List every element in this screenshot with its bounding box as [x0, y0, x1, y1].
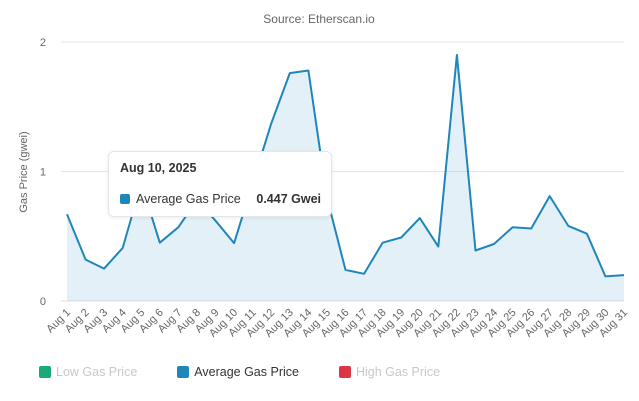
- tooltip-date: Aug 10, 2025: [120, 161, 197, 175]
- chart-subtitle: Source: Etherscan.io: [263, 12, 375, 26]
- series-area: [67, 55, 624, 301]
- tooltip-value: 0.447 Gwei: [256, 192, 321, 206]
- y-tick-label: 0: [40, 296, 46, 308]
- tooltip-row: Average Gas Price 0.447 Gwei: [120, 192, 321, 206]
- legend-swatch-low: [39, 366, 51, 378]
- legend-item-high-gas-price[interactable]: High Gas Price: [338, 365, 441, 379]
- tooltip-series-name: Average Gas Price: [136, 192, 241, 206]
- chart-tooltip: Aug 10, 2025 Average Gas Price 0.447 Gwe…: [108, 151, 332, 217]
- y-tick-labels: 0 1 2: [40, 37, 46, 308]
- legend-item-average-gas-price[interactable]: Average Gas Price: [177, 365, 299, 379]
- y-tick-label: 1: [40, 167, 46, 179]
- legend-label-low: Low Gas Price: [56, 365, 138, 379]
- y-tick-label: 2: [40, 37, 46, 49]
- legend-label-average: Average Gas Price: [194, 365, 299, 379]
- legend-swatch-high: [338, 366, 351, 378]
- series-line-average-gas-price[interactable]: [66, 54, 625, 278]
- legend-swatch-average: [177, 366, 190, 378]
- legend-label-high: High Gas Price: [355, 365, 441, 379]
- chart-legend: Low Gas Price Average Gas Price High Gas…: [39, 365, 480, 379]
- y-axis-label: Gas Price (gwei): [18, 131, 30, 212]
- tooltip-swatch: [120, 194, 130, 204]
- legend-item-low-gas-price[interactable]: Low Gas Price: [39, 365, 137, 379]
